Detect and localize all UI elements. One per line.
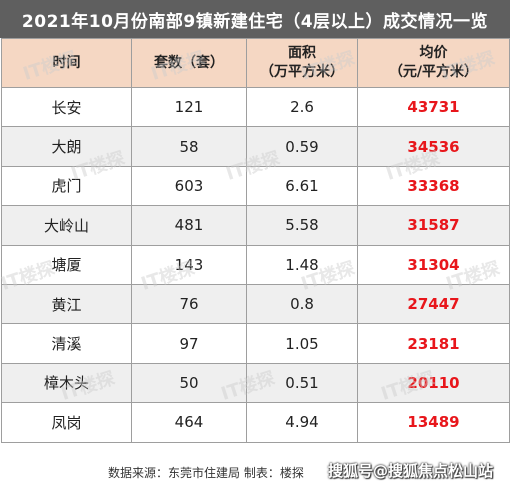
table-row: 樟木头 50 0.51 20110 xyxy=(1,362,510,404)
platform-watermark: 搜狐号@搜狐焦点松山站 xyxy=(328,462,494,480)
table-row: 虎门 603 6.61 33368 xyxy=(1,165,510,207)
cell-units: 143 xyxy=(131,244,247,285)
data-source-note: 数据来源：东莞市住建局 制表：楼探 xyxy=(108,466,304,480)
table-row: 大朗 58 0.59 34536 xyxy=(1,126,510,167)
cell-units: 464 xyxy=(131,402,247,443)
table-row: 塘厦 143 1.48 31304 xyxy=(1,244,510,285)
cell-units: 121 xyxy=(131,86,247,128)
cell-area: 5.58 xyxy=(246,205,358,246)
cell-district: 长安 xyxy=(1,86,132,128)
cell-district: 黄江 xyxy=(1,283,132,325)
cell-area: 0.51 xyxy=(246,362,358,404)
cell-units: 58 xyxy=(131,126,247,167)
cell-district: 塘厦 xyxy=(1,244,132,285)
cell-units: 50 xyxy=(131,362,247,404)
table-row: 黄江 76 0.8 27447 xyxy=(1,283,510,325)
cell-price: 31304 xyxy=(357,244,510,285)
cell-area: 4.94 xyxy=(246,402,358,443)
table-row: 大岭山 481 5.58 31587 xyxy=(1,205,510,246)
cell-price: 27447 xyxy=(357,283,510,325)
table-row: 凤岗 464 4.94 13489 xyxy=(1,402,510,443)
cell-price: 33368 xyxy=(357,165,510,207)
cell-units: 76 xyxy=(131,283,247,325)
header-area-line1: 面积 xyxy=(288,45,316,61)
cell-area: 0.8 xyxy=(246,283,358,325)
cell-price: 43731 xyxy=(357,86,510,128)
cell-price: 20110 xyxy=(357,362,510,404)
table-row: 清溪 97 1.05 23181 xyxy=(1,323,510,364)
cell-price: 34536 xyxy=(357,126,510,167)
cell-price: 13489 xyxy=(357,402,510,443)
table-title: 2021年10月份南部9镇新建住宅（4层以上）成交情况一览 xyxy=(0,0,510,38)
header-time: 时间 xyxy=(1,38,132,88)
cell-area: 1.48 xyxy=(246,244,358,285)
cell-units: 481 xyxy=(131,205,247,246)
header-price-line2: （元/平方米） xyxy=(388,64,479,80)
table-row: 长安 121 2.6 43731 xyxy=(1,86,510,128)
header-area: 面积 （万平方米） xyxy=(246,38,358,88)
header-price: 均价 （元/平方米） xyxy=(357,38,510,88)
footer: 数据来源：东莞市住建局 制表：楼探 搜狐号@搜狐焦点松山站 xyxy=(0,455,510,489)
cell-area: 1.05 xyxy=(246,323,358,364)
cell-district: 大朗 xyxy=(1,126,132,167)
cell-district: 虎门 xyxy=(1,165,132,207)
cell-price: 31587 xyxy=(357,205,510,246)
cell-area: 0.59 xyxy=(246,126,358,167)
cell-area: 6.61 xyxy=(246,165,358,207)
cell-district: 樟木头 xyxy=(1,362,132,404)
cell-price: 23181 xyxy=(357,323,510,364)
cell-district: 大岭山 xyxy=(1,205,132,246)
cell-district: 清溪 xyxy=(1,323,132,364)
cell-area: 2.6 xyxy=(246,86,358,128)
header-units: 套数（套） xyxy=(131,38,247,88)
header-price-line1: 均价 xyxy=(419,45,448,61)
cell-units: 603 xyxy=(131,165,247,207)
transactions-table: 时间 套数（套） 面积 （万平方米） 均价 （元/平方米） 长安 121 2.6… xyxy=(1,38,510,443)
cell-units: 97 xyxy=(131,323,247,364)
cell-district: 凤岗 xyxy=(1,402,132,443)
header-area-line2: （万平方米） xyxy=(260,64,344,80)
header-row: 时间 套数（套） 面积 （万平方米） 均价 （元/平方米） xyxy=(1,38,510,88)
